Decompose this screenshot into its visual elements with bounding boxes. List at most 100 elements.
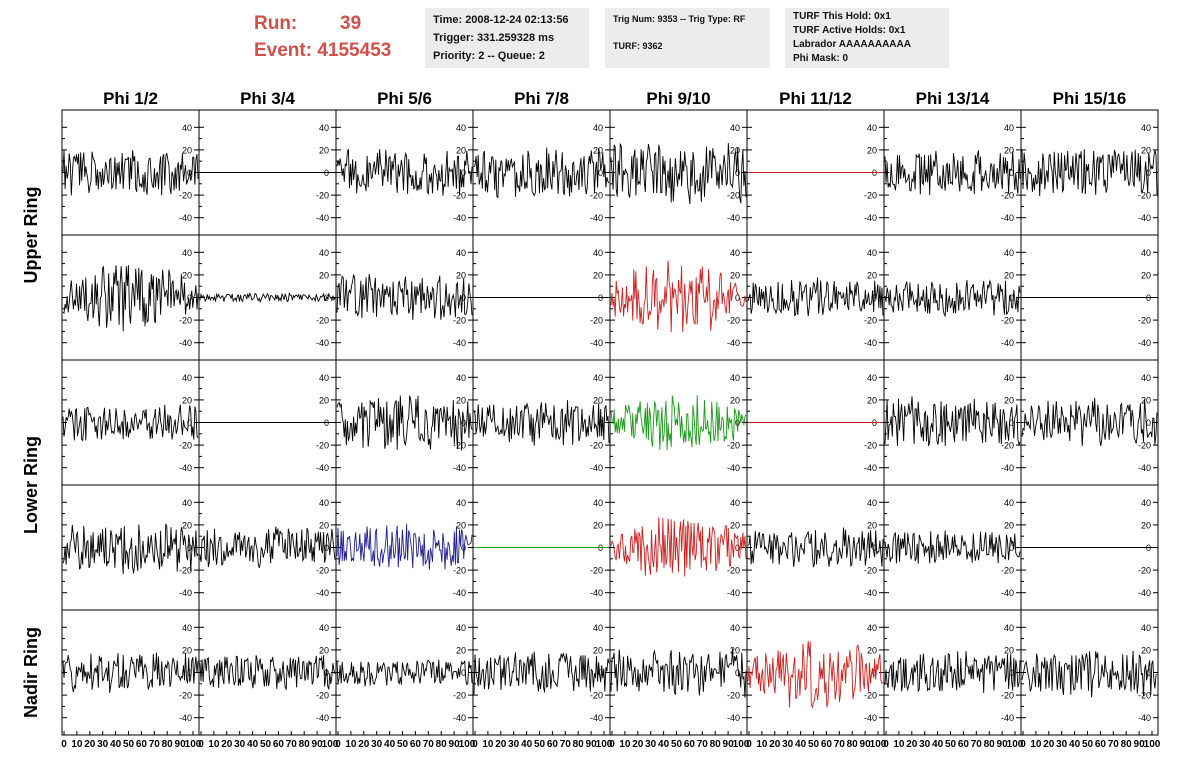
waveform-trace — [336, 149, 473, 196]
run-label: Run: — [254, 13, 298, 34]
y-tick-label: -40 — [179, 713, 192, 723]
y-tick-label: 0 — [598, 543, 603, 553]
y-tick-label: -40 — [864, 713, 877, 723]
y-tick-label: -20 — [1001, 191, 1014, 201]
y-tick-label: -40 — [316, 588, 329, 598]
y-tick-label: 20 — [319, 270, 329, 280]
y-tick-label: -20 — [453, 566, 466, 576]
y-tick-label: -40 — [179, 588, 192, 598]
x-tick-label: 40 — [247, 739, 259, 750]
waveform-trace — [199, 292, 336, 303]
y-tick-label: 20 — [867, 145, 877, 155]
y-tick-label: 20 — [1141, 270, 1151, 280]
y-tick-label: -20 — [590, 566, 603, 576]
y-tick-label: 40 — [1141, 373, 1151, 383]
waveform-trace — [1021, 397, 1158, 447]
row-group-label: Nadir Ring — [21, 627, 41, 718]
y-tick-label: -40 — [727, 463, 740, 473]
y-tick-label: 40 — [867, 123, 877, 133]
x-tick-label: 60 — [684, 739, 696, 750]
y-tick-label: -20 — [727, 691, 740, 701]
y-tick-label: 40 — [182, 623, 192, 633]
x-tick-label: 100 — [1144, 739, 1161, 750]
y-tick-label: -20 — [864, 191, 877, 201]
x-tick-label: 40 — [932, 739, 944, 750]
y-tick-label: -40 — [179, 338, 192, 348]
waveform-trace — [62, 523, 199, 574]
column-header: Phi 1/2 — [103, 89, 158, 108]
y-tick-label: 0 — [461, 418, 466, 428]
y-tick-label: 40 — [593, 498, 603, 508]
y-tick-label: -20 — [864, 441, 877, 451]
x-tick-label: 100 — [733, 739, 750, 750]
y-tick-label: 20 — [1004, 645, 1014, 655]
x-tick-label: 40 — [110, 739, 122, 750]
y-tick-label: 20 — [182, 145, 192, 155]
x-tick-label: 70 — [149, 739, 161, 750]
x-tick-label: 90 — [586, 739, 598, 750]
y-tick-label: -20 — [864, 316, 877, 326]
y-tick-label: 40 — [319, 498, 329, 508]
y-tick-label: 20 — [1141, 520, 1151, 530]
x-tick-label: 100 — [459, 739, 476, 750]
time-info-box: Time: 2008-12-24 02:13:56 Trigger: 331.2… — [425, 8, 589, 68]
y-tick-label: -20 — [864, 691, 877, 701]
y-tick-label: 40 — [1141, 248, 1151, 258]
waveform-trace — [336, 523, 473, 570]
waveform-trace — [1021, 650, 1158, 698]
y-tick-label: -40 — [727, 338, 740, 348]
x-tick-label: 30 — [1056, 739, 1068, 750]
x-tick-label: 80 — [710, 739, 722, 750]
x-tick-label: 10 — [208, 739, 220, 750]
y-tick-label: 0 — [187, 293, 192, 303]
x-tick-label: 0 — [335, 739, 341, 750]
y-tick-label: 20 — [319, 145, 329, 155]
y-tick-label: 40 — [1004, 498, 1014, 508]
waveform-trace — [747, 640, 884, 708]
column-header: Phi 5/6 — [377, 89, 432, 108]
y-tick-label: -20 — [727, 441, 740, 451]
x-tick-label: 100 — [185, 739, 202, 750]
y-tick-label: 20 — [730, 270, 740, 280]
y-tick-label: 20 — [1141, 145, 1151, 155]
x-tick-label: 70 — [697, 739, 709, 750]
y-tick-label: 0 — [1009, 543, 1014, 553]
y-tick-label: 40 — [593, 623, 603, 633]
waveform-trace — [473, 147, 610, 199]
y-tick-label: -40 — [864, 338, 877, 348]
x-tick-label: 60 — [410, 739, 422, 750]
y-tick-label: -20 — [1138, 566, 1151, 576]
x-tick-label: 0 — [883, 739, 889, 750]
waveform-trace — [610, 395, 747, 451]
y-tick-label: -40 — [453, 588, 466, 598]
column-header: Phi 15/16 — [1053, 89, 1127, 108]
y-tick-label: 40 — [456, 123, 466, 133]
waveform-trace — [610, 648, 747, 698]
y-tick-label: 40 — [1141, 623, 1151, 633]
x-tick-label: 20 — [221, 739, 233, 750]
x-tick-label: 60 — [958, 739, 970, 750]
y-tick-label: -40 — [590, 713, 603, 723]
y-tick-label: -40 — [1138, 713, 1151, 723]
y-tick-label: 40 — [182, 123, 192, 133]
y-tick-label: -40 — [864, 463, 877, 473]
waveform-trace — [199, 655, 336, 691]
y-tick-label: 0 — [187, 418, 192, 428]
y-tick-label: 20 — [730, 145, 740, 155]
y-tick-label: 20 — [867, 520, 877, 530]
y-tick-label: -40 — [453, 213, 466, 223]
x-tick-label: 60 — [136, 739, 148, 750]
x-tick-label: 40 — [521, 739, 533, 750]
y-tick-label: -20 — [864, 566, 877, 576]
y-tick-label: -40 — [727, 588, 740, 598]
y-tick-label: 20 — [730, 395, 740, 405]
y-tick-label: 20 — [867, 395, 877, 405]
column-header: Phi 3/4 — [240, 89, 295, 108]
x-tick-label: 70 — [971, 739, 983, 750]
x-tick-label: 20 — [495, 739, 507, 750]
x-tick-label: 0 — [472, 739, 478, 750]
x-tick-label: 60 — [273, 739, 285, 750]
waveform-trace — [884, 279, 1021, 318]
x-tick-label: 80 — [847, 739, 859, 750]
y-tick-label: 20 — [1004, 270, 1014, 280]
